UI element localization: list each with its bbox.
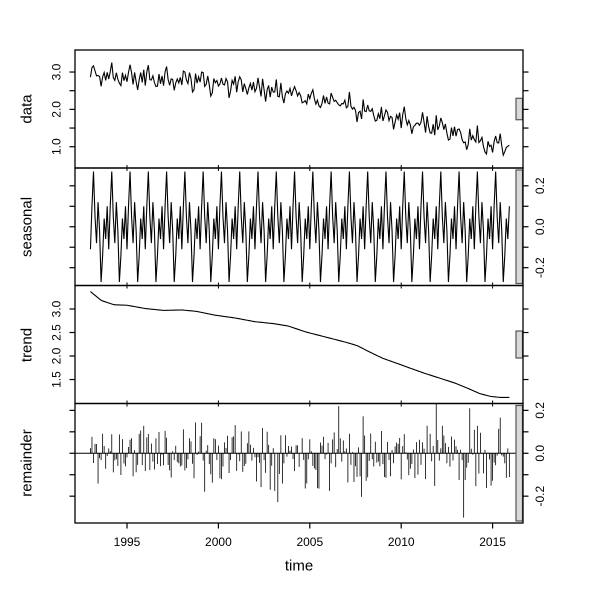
panel-frame-data (74, 49, 524, 169)
xlabel-time: time (284, 557, 314, 575)
panel-frame-trend (74, 284, 524, 405)
trend-series-line (90, 291, 510, 398)
remainder-series-bars (75, 403, 523, 518)
y-tick-label: 3.0 (50, 63, 64, 80)
x-tick-label: 2010 (388, 535, 415, 549)
ylabel-trend: trend (18, 327, 36, 362)
y-tick-label: 0.0 (533, 445, 547, 462)
y-tick-label: -0.2 (533, 257, 547, 278)
x-tick-label: 2015 (479, 535, 506, 549)
panel-frame-remainder (74, 402, 524, 524)
y-tick-label: 2.5 (50, 324, 64, 341)
y-tick-label: 2.0 (50, 347, 64, 364)
ylabel-seasonal: seasonal (18, 196, 36, 257)
y-tick-label: 1.5 (50, 371, 64, 388)
ylabel-remainder: remainder (18, 429, 36, 497)
y-tick-label: 3.0 (50, 300, 64, 317)
scale-bar-trend (515, 330, 524, 359)
x-tick-label: 1995 (114, 535, 141, 549)
scale-bar-seasonal (515, 169, 524, 285)
y-axes: 1.0 2.0 3.0 -0.2 0.0 0.2 1.5 2.0 2.5 3.0 -0.2 0.0 0.… (50, 63, 548, 506)
seasonal-series-line (89, 171, 510, 283)
scale-bars (515, 97, 524, 522)
panel-frame-seasonal (74, 167, 524, 287)
x-axis: 1995 2000 2005 2010 2015 (114, 165, 506, 549)
x-tick-label: 2005 (296, 535, 323, 549)
scale-bar-data (515, 97, 524, 121)
x-tick-label: 2000 (205, 535, 232, 549)
y-tick-label: 0.2 (533, 177, 547, 194)
y-tick-label: 2.0 (50, 101, 64, 118)
y-tick-label: 0.2 (533, 402, 547, 419)
scale-bar-remainder (515, 404, 524, 522)
y-tick-label: -0.2 (533, 486, 547, 507)
y-tick-label: 0.0 (533, 218, 547, 235)
ylabel-data: data (18, 94, 36, 124)
data-series-line (89, 62, 510, 158)
y-tick-label: 1.0 (50, 138, 64, 155)
